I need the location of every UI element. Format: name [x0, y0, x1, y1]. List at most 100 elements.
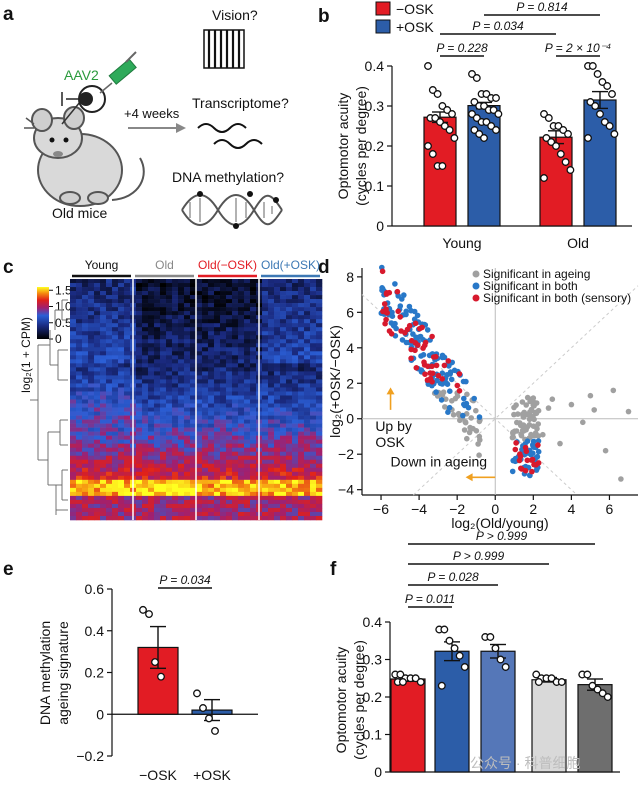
- heatmap-cell: [232, 383, 239, 388]
- heatmap-cell: [142, 443, 149, 448]
- heatmap-cell: [148, 315, 155, 320]
- panel-d-point: [438, 397, 445, 403]
- heatmap-cell: [94, 467, 101, 473]
- heatmap-cell: [238, 291, 245, 296]
- heatmap-cell: [268, 431, 275, 436]
- heatmap-cell: [292, 403, 299, 408]
- heatmap-cell: [118, 403, 125, 408]
- heatmap-cell: [196, 403, 203, 408]
- heatmap-cell: [202, 287, 209, 292]
- heatmap-cell: [88, 459, 95, 465]
- heatmap-cell: [286, 443, 293, 448]
- heatmap-cell: [178, 455, 185, 461]
- heatmap-cell: [214, 323, 221, 328]
- heatmap-cell: [214, 331, 221, 336]
- panel-d-point: [418, 353, 424, 359]
- heatmap-cell: [154, 363, 161, 368]
- heatmap-cell: [214, 351, 221, 356]
- panel-d-point: [524, 457, 531, 464]
- heatmap-cell: [298, 287, 305, 292]
- heatmap-cell: [196, 299, 203, 304]
- panel-d-xtick-label: 4: [567, 501, 575, 517]
- heatmap-cell: [178, 467, 185, 473]
- heatmap-cell: [208, 359, 215, 364]
- heatmap-cell: [136, 355, 143, 360]
- heatmap-cell: [154, 399, 161, 404]
- heatmap-cell: [226, 279, 233, 284]
- heatmap-cell: [178, 279, 185, 284]
- heatmap-cell: [298, 503, 305, 509]
- heatmap-cell: [292, 379, 299, 384]
- heatmap-cell: [166, 371, 173, 376]
- heatmap-cell: [250, 287, 257, 292]
- heatmap-cell: [118, 503, 125, 509]
- heatmap-cell: [232, 311, 239, 316]
- heatmap-cell: [70, 407, 77, 412]
- heatmap-cell: [238, 335, 245, 340]
- heatmap-cell: [118, 307, 125, 312]
- heatmap-cell: [220, 303, 227, 308]
- heatmap-cell: [298, 415, 305, 420]
- heatmap-cell: [172, 415, 179, 420]
- heatmap-cell: [148, 451, 155, 457]
- heatmap-cell: [250, 339, 257, 344]
- heatmap-cell: [310, 415, 317, 420]
- heatmap-cell: [118, 303, 125, 308]
- heatmap-cell: [268, 479, 275, 485]
- heatmap-cell: [106, 399, 113, 404]
- panel-f-p-value: P > 0.999: [453, 549, 505, 563]
- heatmap-cell: [148, 423, 155, 428]
- heatmap-cell: [94, 311, 101, 316]
- heatmap-cell: [310, 311, 317, 316]
- heatmap-cell: [304, 483, 311, 489]
- heatmap-cell: [178, 371, 185, 376]
- heatmap-cell: [112, 435, 119, 440]
- heatmap-cell: [136, 423, 143, 428]
- heatmap-cell: [76, 507, 83, 513]
- heatmap-cell: [310, 483, 317, 489]
- heatmap-cell: [196, 431, 203, 436]
- heatmap-cell: [244, 515, 251, 521]
- heatmap-cell: [76, 323, 83, 328]
- heatmap-cell: [178, 327, 185, 332]
- heatmap-cell: [106, 371, 113, 376]
- heatmap-cell: [304, 303, 311, 308]
- heatmap-cell: [142, 335, 149, 340]
- heatmap-cell: [100, 507, 107, 513]
- heatmap-cell: [160, 487, 167, 493]
- heatmap-cell: [82, 487, 89, 493]
- heatmap-cell: [214, 471, 221, 477]
- panel-d-point: [557, 440, 563, 447]
- heatmap-cell: [76, 503, 83, 509]
- heatmap-cell: [238, 343, 245, 348]
- heatmap-cell: [316, 447, 323, 453]
- heatmap-cell: [76, 307, 83, 312]
- panel-d-point: [580, 419, 586, 426]
- heatmap-cell: [70, 335, 77, 340]
- heatmap-cell: [202, 443, 209, 448]
- colorbar-tick-label: 0.5: [55, 316, 72, 330]
- heatmap-cell: [106, 463, 113, 469]
- heatmap-cell: [202, 479, 209, 485]
- heatmap-cell: [244, 323, 251, 328]
- heatmap-cell: [76, 283, 83, 288]
- heatmap-cell: [262, 479, 269, 485]
- heatmap-cell: [286, 287, 293, 292]
- heatmap-cell: [220, 347, 227, 352]
- heatmap-cell: [70, 451, 77, 457]
- heatmap-cell: [160, 499, 167, 505]
- heatmap-cell: [88, 483, 95, 489]
- heatmap-cell: [250, 299, 257, 304]
- heatmap-cell: [298, 403, 305, 408]
- heatmap-cell: [316, 403, 323, 408]
- heatmap-cell: [220, 335, 227, 340]
- heatmap-cell: [106, 375, 113, 380]
- heatmap-cell: [286, 311, 293, 316]
- panel-b-data-point: [566, 166, 575, 174]
- colorbar-label: log₂(1 + CPM): [19, 317, 33, 393]
- heatmap-cell: [124, 415, 131, 420]
- panel-d-point: [430, 354, 437, 360]
- heatmap-cell: [112, 407, 119, 412]
- heatmap-cell: [70, 319, 77, 324]
- heatmap-cell: [280, 463, 287, 469]
